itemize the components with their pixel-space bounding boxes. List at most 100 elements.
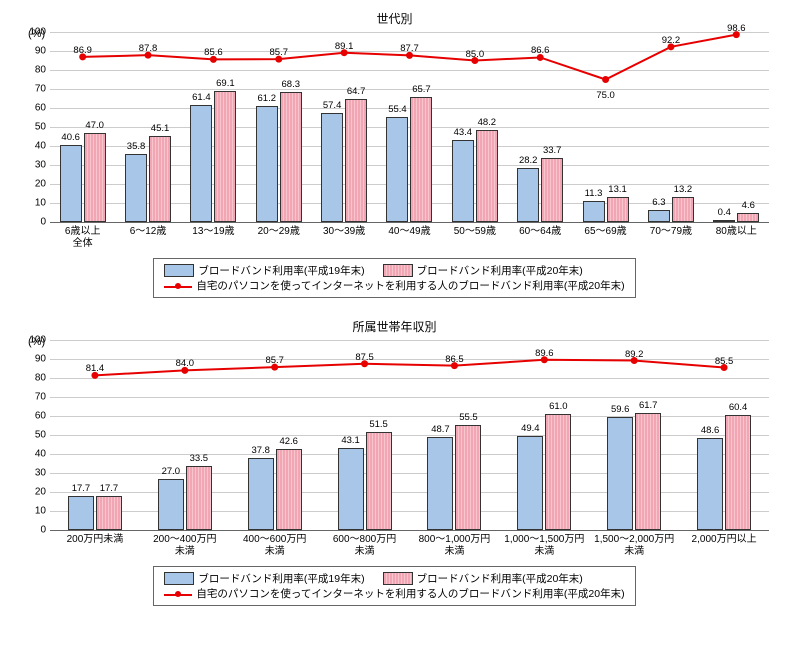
- bar-value-label: 4.6: [742, 200, 755, 211]
- bar-value-label: 57.4: [323, 100, 342, 111]
- bar-series1: 55.4: [386, 117, 408, 222]
- line-value-label: 81.4: [86, 363, 105, 374]
- bar-value-label: 65.7: [412, 84, 431, 95]
- y-tick-label: 0: [22, 217, 46, 228]
- line-value-label: 86.5: [445, 354, 464, 365]
- plot-area: 010203040506070809010040.647.035.845.161…: [50, 32, 769, 223]
- y-tick-label: 100: [22, 335, 46, 346]
- x-tick-label: 40～49歳: [377, 223, 442, 250]
- x-tick-label: 50～59歳: [442, 223, 507, 250]
- x-tick-label: 2,000万円以上: [679, 531, 769, 558]
- line-value-label: 85.7: [265, 355, 284, 366]
- y-tick-label: 70: [22, 84, 46, 95]
- y-tick-label: 40: [22, 141, 46, 152]
- line-value-label: 89.1: [335, 41, 354, 52]
- legend-item: ブロードバンド利用率(平成19年末): [164, 571, 364, 586]
- bar-value-label: 13.1: [608, 184, 627, 195]
- y-tick-label: 70: [22, 392, 46, 403]
- line-value-label: 85.7: [270, 47, 289, 58]
- y-tick-label: 90: [22, 354, 46, 365]
- bar-series1: 28.2: [517, 168, 539, 222]
- y-tick-label: 20: [22, 179, 46, 190]
- bar-value-label: 35.8: [127, 141, 146, 152]
- bar-value-label: 27.0: [162, 466, 181, 477]
- bar-value-label: 51.5: [369, 419, 388, 430]
- bar-series2: 4.6: [737, 213, 759, 222]
- bar-value-label: 48.6: [701, 425, 720, 436]
- legend-item: ブロードバンド利用率(平成20年末): [383, 263, 583, 278]
- x-tick-label: 800～1,000万円未満: [410, 531, 500, 558]
- bar-group: 61.469.1: [181, 32, 246, 222]
- y-tick-label: 90: [22, 46, 46, 57]
- y-tick-label: 30: [22, 160, 46, 171]
- bars-row: 40.647.0 35.845.1 61.469.161.268.3 57.4 64.7…: [50, 32, 769, 222]
- bar-group: 40.647.0: [50, 32, 115, 222]
- bar-value-label: 33.5: [190, 453, 209, 464]
- line-value-label: 86.6: [531, 45, 550, 56]
- line-value-label: 89.6: [535, 348, 554, 359]
- bar-value-label: 48.7: [431, 424, 450, 435]
- bar-value-label: 28.2: [519, 155, 538, 166]
- bar-value-label: 60.4: [729, 402, 748, 413]
- bar-group: 55.465.7: [377, 32, 442, 222]
- bar-value-label: 61.7: [639, 400, 658, 411]
- x-tick-label: 60～64歳: [508, 223, 573, 250]
- line-value-label: 98.6: [727, 23, 746, 34]
- bar-value-label: 64.7: [347, 86, 366, 97]
- bar-series1: 17.7: [68, 496, 94, 530]
- bar-value-label: 61.2: [258, 93, 277, 104]
- legend: ブロードバンド利用率(平成19年末)ブロードバンド利用率(平成20年末)自宅のパ…: [153, 566, 635, 606]
- bar-group: 28.2 33.7: [508, 32, 573, 222]
- bar-series2: 65.7: [410, 97, 432, 222]
- x-tick-label: 600～800万円未満: [320, 531, 410, 558]
- bar-value-label: 13.2: [674, 184, 693, 195]
- x-tick-label: 70～79歳: [638, 223, 703, 250]
- bar-group: 49.4 61.0: [499, 340, 589, 530]
- bar-value-label: 61.0: [549, 401, 568, 412]
- bar-value-label: 33.7: [543, 145, 562, 156]
- line-value-label: 85.5: [715, 356, 734, 367]
- bar-series2: 13.1: [607, 197, 629, 222]
- bar-value-label: 61.4: [192, 92, 211, 103]
- bar-value-label: 59.6: [611, 404, 630, 415]
- bar-group: 61.268.3: [246, 32, 311, 222]
- bar-series1: 59.6: [607, 417, 633, 530]
- bar-series1: 11.3: [583, 201, 605, 222]
- bar-series1: 43.1: [338, 448, 364, 530]
- legend-item: ブロードバンド利用率(平成20年末): [383, 571, 583, 586]
- bar-series2: 60.4: [725, 415, 751, 530]
- y-tick-label: 80: [22, 373, 46, 384]
- y-tick-label: 60: [22, 103, 46, 114]
- line-value-label: 84.0: [176, 358, 195, 369]
- y-tick-label: 20: [22, 487, 46, 498]
- y-tick-label: 40: [22, 449, 46, 460]
- y-tick-label: 80: [22, 65, 46, 76]
- line-value-label: 85.0: [466, 49, 485, 60]
- bar-value-label: 43.1: [341, 435, 360, 446]
- bar-series1: 61.4: [190, 105, 212, 222]
- bar-series1: 40.6: [60, 145, 82, 222]
- chart-title: 世代別: [10, 10, 779, 27]
- y-tick-label: 10: [22, 506, 46, 517]
- bar-series2: 42.6: [276, 449, 302, 530]
- line-value-label: 87.7: [400, 43, 419, 54]
- chart: 世代別(%)010203040506070809010040.647.035.8…: [10, 10, 779, 298]
- bar-series1: 48.6: [697, 438, 723, 530]
- bar-series2: 13.2: [672, 197, 694, 222]
- bar-group: 57.4 64.7: [311, 32, 376, 222]
- x-tick-label: 30～39歳: [311, 223, 376, 250]
- x-tick-label: 20～29歳: [246, 223, 311, 250]
- bar-series1: 57.4: [321, 113, 343, 222]
- bar-series2: 55.5: [455, 425, 481, 530]
- x-tick-label: 13～19歳: [181, 223, 246, 250]
- bar-group: 37.842.6: [230, 340, 320, 530]
- bar-value-label: 42.6: [279, 436, 298, 447]
- bar-group: 43.1 51.5: [320, 340, 410, 530]
- bar-series2: 45.1: [149, 136, 171, 222]
- bar-series1: 6.3: [648, 210, 670, 222]
- bar-group: 48.660.4: [679, 340, 769, 530]
- bars-row: 17.717.727.033.537.842.643.151.548.755.5…: [50, 340, 769, 530]
- x-tick-label: 1,000～1,500万円未満: [499, 531, 589, 558]
- bar-series1: 49.4: [517, 436, 543, 530]
- bar-series2: 33.5: [186, 466, 212, 530]
